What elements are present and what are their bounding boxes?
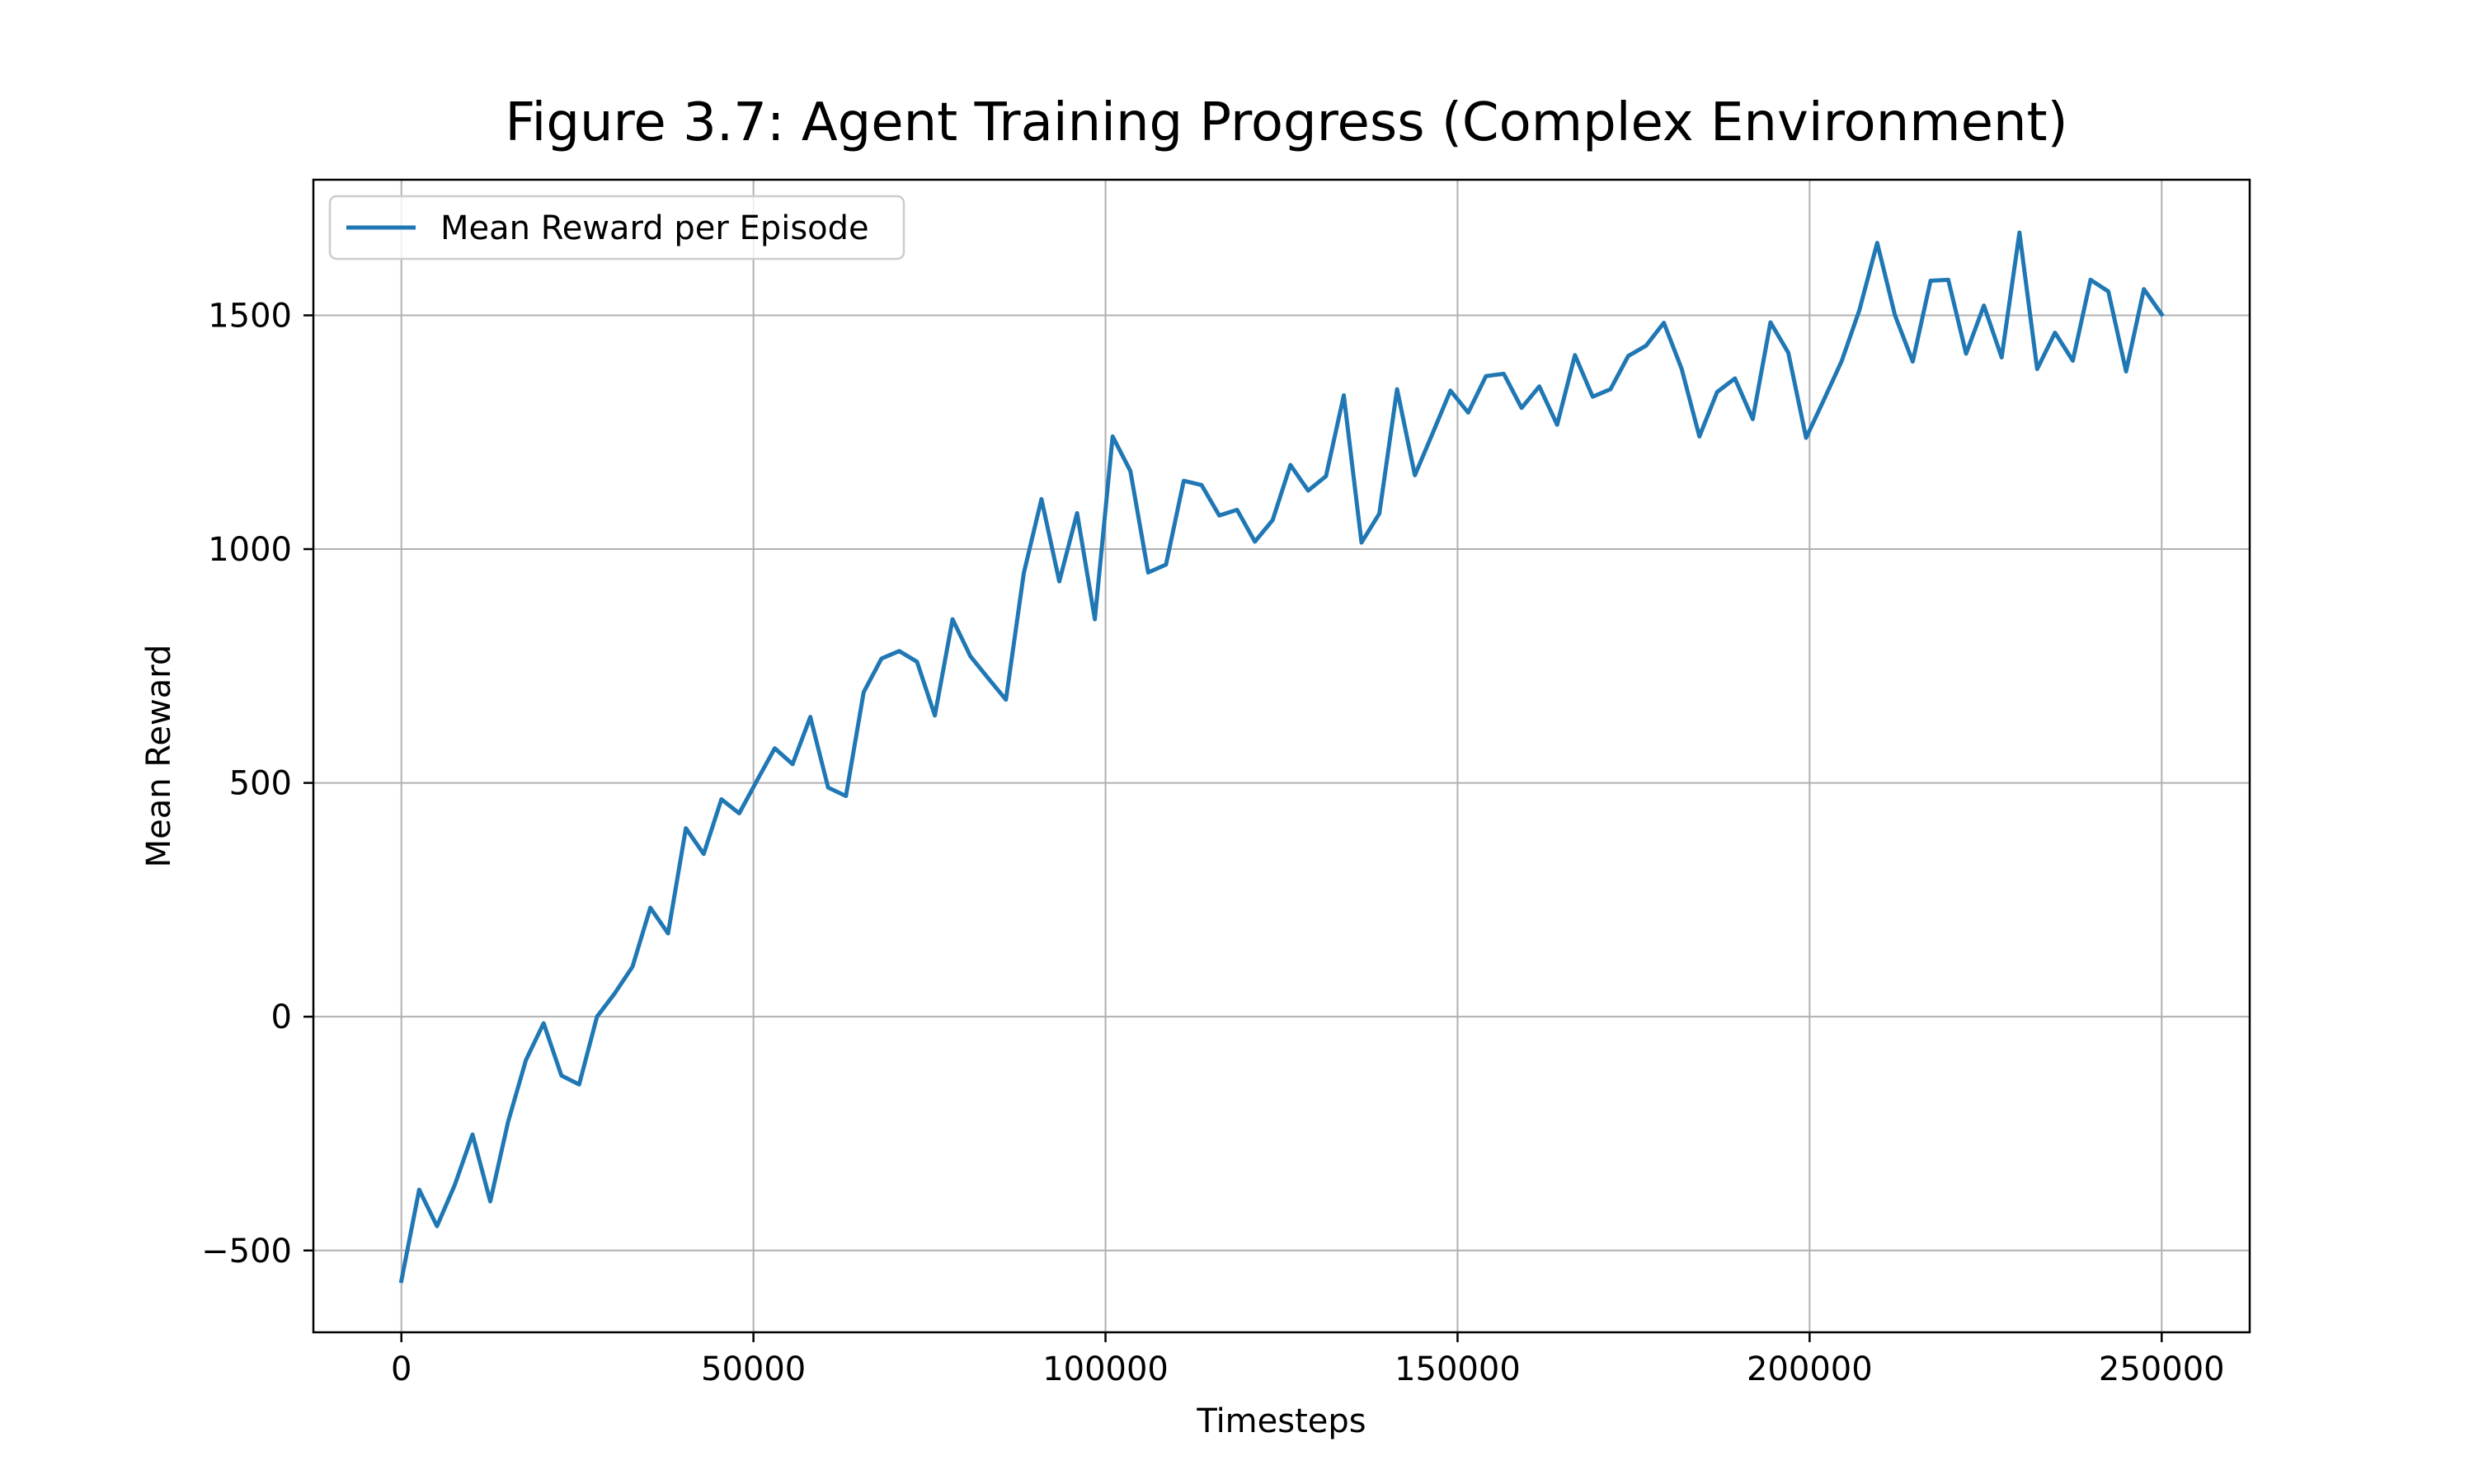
x-tick-label: 50000	[701, 1350, 806, 1388]
legend-label: Mean Reward per Episode	[440, 209, 869, 247]
legend-box	[328, 195, 905, 261]
y-tick-label: 1000	[208, 531, 292, 569]
legend: Mean Reward per Episode	[328, 195, 905, 261]
grid-lines	[313, 180, 2250, 1332]
x-tick-label: 0	[391, 1350, 412, 1388]
y-tick-label: 1500	[208, 297, 292, 335]
axis-ticks: 0 50000 100000 150000 200000 250000 −500 0 500 10…	[201, 297, 2224, 1388]
y-tick-label: 500	[229, 765, 292, 803]
x-tick-label: 200000	[1747, 1350, 1873, 1388]
x-tick-label: 150000	[1395, 1350, 1521, 1388]
x-tick-label: 100000	[1042, 1350, 1169, 1388]
chart-title: Figure 3.7: Agent Training Progress (Com…	[505, 92, 2067, 153]
x-tick-label: 250000	[2099, 1350, 2225, 1388]
series-layer	[398, 230, 2165, 1284]
y-tick-label: 0	[271, 998, 292, 1036]
y-axis-label: Mean Reward	[140, 645, 178, 868]
plot-area-frame	[312, 178, 2251, 1334]
series-line	[398, 230, 2165, 1284]
y-tick-label: −500	[201, 1233, 292, 1270]
x-axis-label: Timesteps	[1196, 1402, 1366, 1440]
